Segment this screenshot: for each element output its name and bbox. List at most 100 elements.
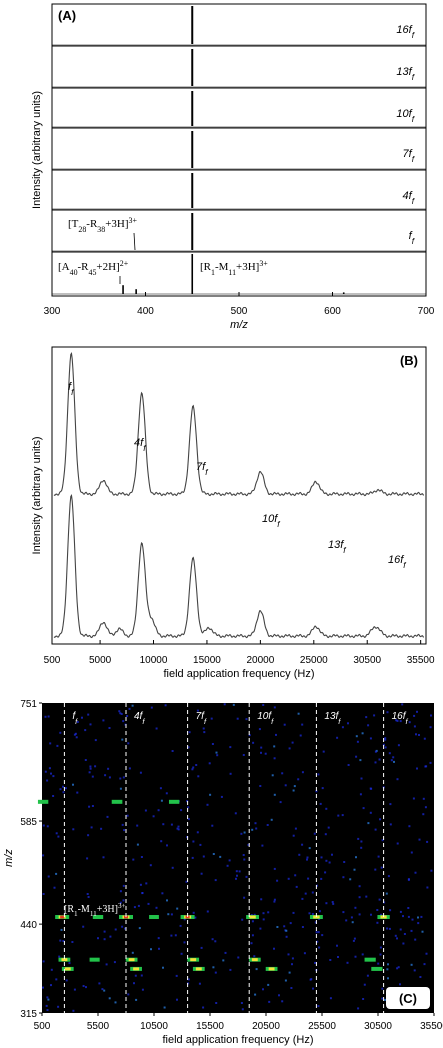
panel-c-noise-pixel [355,735,358,738]
panel-c-noise-pixel [185,880,188,883]
panel-c-label: (C) [399,991,417,1006]
panel-a-annotation-a40-part: [A [58,261,70,273]
panel-c-noise-pixel [381,839,384,842]
panel-c-noise-pixel [396,967,399,970]
panel-c-noise-pixel [136,843,139,846]
panel-c-hotspot [111,799,123,804]
panel-c-noise-pixel [287,953,290,956]
panel-c-noise-pixel [50,968,53,971]
panel-c-noise-pixel [381,987,384,990]
panel-c-noise-pixel [285,935,288,938]
panel-c-hotspot [168,799,180,804]
panel-c-noise-pixel [388,927,391,930]
panel-c-noise-pixel [347,764,350,766]
panel-c-noise-pixel [285,929,288,932]
panel-c-noise-pixel [87,896,90,898]
panel-c-noise-pixel [136,824,139,827]
panel-c-noise-pixel [429,726,432,729]
panel-c-noise-pixel [262,918,265,921]
panel-a-stack-label: 13ff [396,66,414,82]
panel-c-noise-pixel [387,875,390,878]
panel-c-noise-pixel [87,713,90,716]
panel-c-noise-pixel [127,742,130,745]
panel-c-noise-pixel [212,853,215,855]
panel-b-x-axis-label: field application frequency (Hz) [163,668,314,680]
panel-c-noise-pixel [89,767,92,770]
panel-c-noise-pixel [386,711,389,714]
panel-a-annotation-r1-part: +3H] [236,261,259,273]
panel-c-noise-pixel [157,809,160,812]
panel-c-noise-pixel [264,752,267,755]
panel-c-noise-pixel [152,815,155,818]
panel-c-harmonic-label-sub: f [142,717,145,726]
panel-c-noise-pixel [325,902,328,905]
panel-c-noise-pixel [183,918,186,921]
panel-c-noise-pixel [336,944,338,947]
panel-c-noise-pixel [223,703,226,706]
panel-c-noise-pixel [98,982,101,985]
panel-c-hotspot-core [195,967,202,971]
panel-c-noise-pixel [49,742,52,745]
panel-c-noise-pixel [315,790,318,793]
panel-c-noise-pixel [374,761,377,764]
panel-c-noise-pixel [113,961,116,964]
panel-c-noise-pixel [224,951,227,954]
panel-c-noise-pixel [289,922,292,925]
panel-c-noise-pixel [120,713,123,715]
panel-c-noise-pixel [295,885,298,888]
panel-c-noise-pixel [166,844,168,847]
panel-a-stack-label: 10ff [396,108,414,124]
panel-b-peak-label-base: f [68,381,72,393]
panel-c-noise-pixel [106,815,109,818]
panel-c-noise-pixel [284,979,287,982]
panel-a-annotation-t28: [T28-R38+3H]3+ [68,216,137,234]
panel-c-noise-pixel [191,856,194,859]
panel-c-noise-pixel [273,745,276,748]
panel-c-noise-pixel [321,787,324,790]
panel-c-noise-pixel [132,858,135,861]
panel-a-annotation-t28-part: [T [68,218,79,230]
panel-a-annotation-t28-part: +3H] [105,218,128,230]
panel-c-noise-pixel [292,911,295,914]
panel-c-x-tick-label: 20500 [252,1021,280,1032]
panel-c-hotspot [364,957,376,962]
panel-c-noise-pixel [42,824,45,827]
panel-c-noise-pixel [237,956,240,959]
panel-c-noise-pixel [57,1005,60,1008]
panel-c-noise-pixel [188,731,191,734]
panel-c-noise-pixel [102,719,105,722]
panel-c-noise-pixel [94,765,97,768]
panel-c-noise-pixel [396,842,399,845]
panel-c-noise-pixel [394,934,397,937]
panel-c-noise-pixel [250,942,253,945]
panel-c-noise-pixel [366,974,369,977]
panel-c-noise-pixel [76,721,79,723]
panel-c-noise-pixel [329,997,332,1000]
panel-c-hotspot-core [64,967,71,971]
panel-b-peak-label-sub: f [343,546,346,555]
panel-c-noise-pixel [411,918,414,921]
panel-a-annotation-r1: [R1-M11+3H]3+ [200,259,268,277]
panel-c-noise-pixel [321,934,324,937]
panel-c-noise-pixel [187,806,190,809]
panel-a-x-tick-label: 600 [324,306,341,317]
panel-c-noise-pixel [119,787,122,790]
panel-c-noise-pixel [170,823,173,826]
panel-c-noise-pixel [386,968,389,971]
panel-c-noise-pixel [367,724,370,727]
panel-c-noise-pixel [268,1000,271,1003]
panel-c-noise-pixel [196,831,199,834]
panel-c-noise-pixel [357,837,360,840]
panel-c-hotspot-core [251,958,258,962]
panel-c-noise-pixel [134,974,137,977]
panel-c-noise-pixel [261,844,264,847]
panel-c-noise-pixel [290,987,293,989]
panel-c-noise-pixel [301,843,304,846]
panel-c-noise-pixel [250,914,253,916]
panel-c-noise-pixel [365,895,368,898]
panel-c-noise-pixel [413,714,416,717]
panel-c-noise-pixel [351,921,354,924]
panel-a-stack-label-sub: f [412,155,415,164]
panel-c-hotspot-core [313,915,320,919]
panel-c-noise-pixel [141,892,144,894]
